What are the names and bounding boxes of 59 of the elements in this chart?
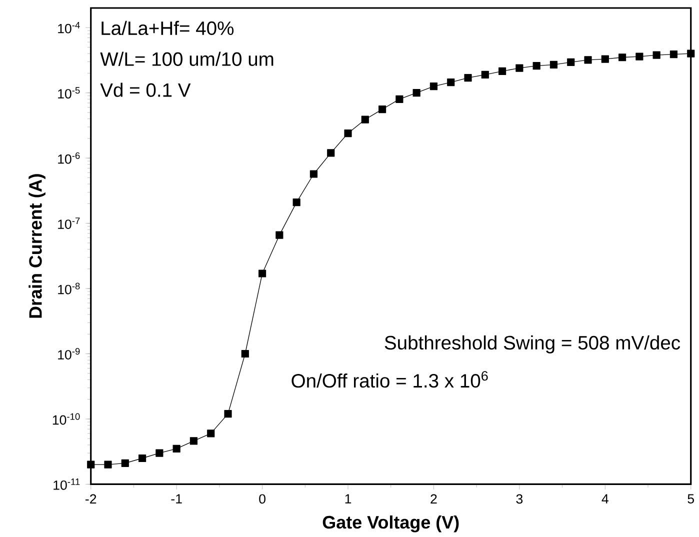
point xyxy=(550,61,558,69)
point xyxy=(224,410,232,418)
point xyxy=(447,78,455,86)
point xyxy=(481,71,489,79)
y-tick-label: 10$^{-5}$ xyxy=(58,87,80,99)
point xyxy=(584,56,592,64)
y-axis-title: Drain Current (A) xyxy=(28,174,46,318)
point xyxy=(464,74,472,82)
point xyxy=(498,68,506,76)
point xyxy=(87,460,95,469)
point xyxy=(670,50,678,58)
x-tick-label: 3 xyxy=(516,494,523,504)
point xyxy=(104,460,112,469)
point xyxy=(138,454,146,462)
y-tick-label: 10$^{-8}$ xyxy=(58,282,80,294)
point xyxy=(430,82,438,90)
x-tick-label: 2 xyxy=(430,494,437,504)
annotation: La/La+Hf= 40% xyxy=(102,21,234,36)
point xyxy=(652,51,660,59)
point xyxy=(207,430,215,438)
point xyxy=(636,52,644,60)
point xyxy=(396,96,404,104)
point xyxy=(121,460,129,468)
y-tick-label: 10$^{-9}$ xyxy=(58,348,80,360)
y-tick-label: 10$^{-6}$ xyxy=(58,152,80,164)
point xyxy=(190,437,198,445)
point xyxy=(361,116,369,124)
y-tick-label: 10$^{-10}$ xyxy=(52,413,80,425)
point xyxy=(378,106,386,114)
x-tick-label: 1 xyxy=(345,494,352,504)
point xyxy=(618,54,626,62)
point xyxy=(156,449,164,458)
point xyxy=(567,58,575,66)
x-tick-label: 0 xyxy=(259,494,266,504)
point xyxy=(412,89,420,97)
x-axis-title: Gate Voltage (V) xyxy=(322,516,459,532)
point xyxy=(601,55,609,63)
x-tick-label: -2 xyxy=(86,494,96,504)
annotation: Subthreshold Swing = 508 mV/dec xyxy=(384,336,680,354)
annotation: On/Off ratio = 1.3 x 10$^{6}$ xyxy=(292,371,488,388)
point xyxy=(327,149,335,157)
annotation: Vd = 0.1 V xyxy=(100,82,191,98)
annotation: W/L= 100 um/10 um xyxy=(100,52,274,66)
point xyxy=(172,445,180,453)
y-tick-label: 10$^{-4}$ xyxy=(58,22,80,34)
point xyxy=(258,270,266,278)
point xyxy=(344,130,352,138)
point xyxy=(687,50,695,58)
point xyxy=(310,170,318,178)
x-tick-label: 5 xyxy=(688,494,694,504)
point xyxy=(532,62,540,70)
point xyxy=(292,198,300,206)
y-tick-label: 10$^{-7}$ xyxy=(58,218,80,230)
point xyxy=(516,64,524,72)
point xyxy=(241,350,249,358)
y-tick-label: 10$^{-11}$ xyxy=(54,478,80,490)
point xyxy=(276,231,284,240)
x-tick-label: 4 xyxy=(602,494,608,504)
x-tick-label: -1 xyxy=(171,494,182,504)
